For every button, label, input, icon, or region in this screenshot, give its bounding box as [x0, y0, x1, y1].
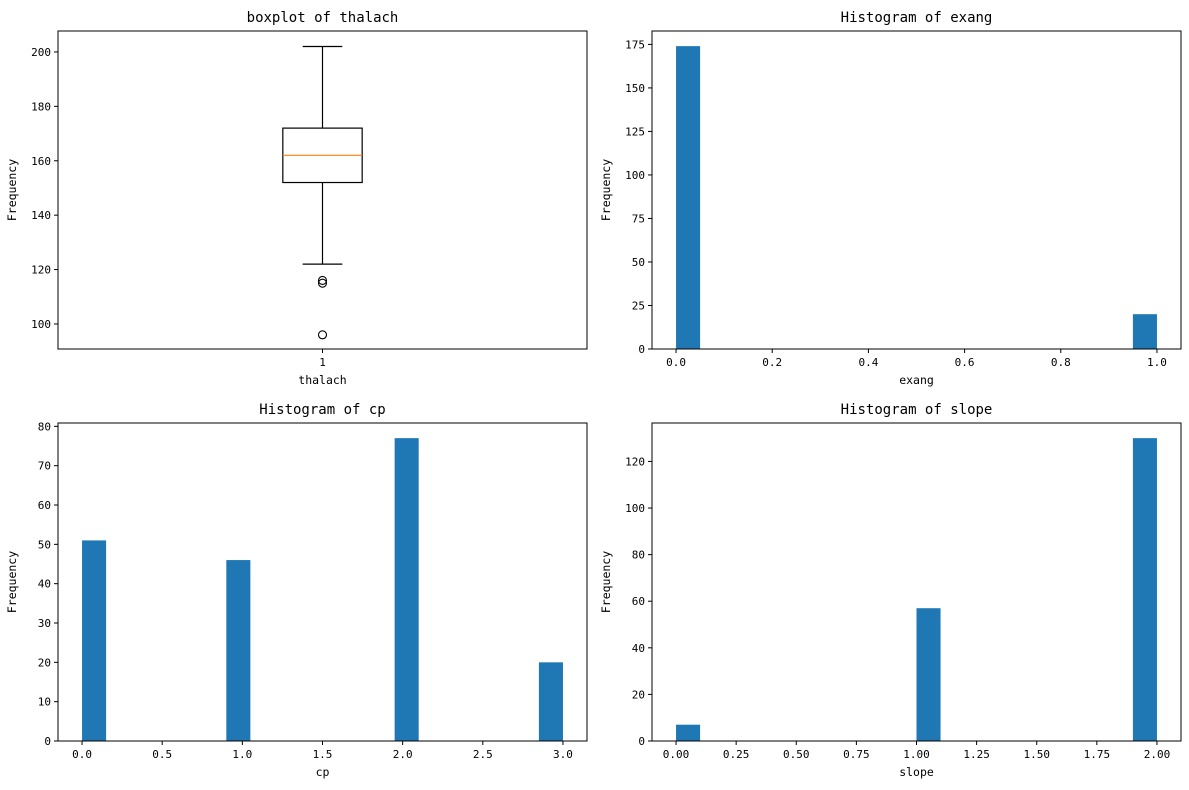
subplot-title: Histogram of exang	[841, 10, 993, 26]
x-axis-label: exang	[899, 373, 934, 387]
x-tick-label: 0.75	[843, 748, 870, 761]
y-tick-label: 100	[625, 502, 645, 515]
y-tick-label: 0	[44, 735, 51, 748]
x-tick-label: 1.5	[313, 748, 333, 761]
y-tick-label: 50	[38, 538, 51, 551]
x-axis-label: thalach	[298, 373, 346, 387]
y-tick-label: 0	[638, 735, 645, 748]
histogram-bar	[1132, 438, 1157, 741]
axes-frame	[651, 30, 1182, 350]
histogram-bar	[676, 46, 701, 350]
x-tick-label: 1.0	[232, 748, 252, 761]
axes-frame	[651, 422, 1182, 742]
x-tick-label: 0.0	[72, 748, 92, 761]
y-tick-label: 100	[625, 169, 645, 182]
histogram-bar	[916, 608, 941, 741]
subplot-2: Histogram of exang 0 25 50 75 100 125 150 175 Fre…	[599, 10, 1182, 387]
subplot-4: Histogram of slope 0 20 40 60 80 100 120 Frequen…	[599, 402, 1182, 779]
subplot-title: Histogram of slope	[841, 402, 993, 418]
x-tick-label: 3.0	[553, 748, 573, 761]
y-tick-label: 40	[632, 642, 645, 655]
x-tick-label: 1.25	[963, 748, 990, 761]
x-axis-label: slope	[899, 765, 934, 779]
y-tick-label: 200	[31, 46, 51, 59]
y-tick-label: 120	[31, 264, 51, 277]
y-tick-label: 25	[632, 299, 645, 312]
histogram-bar	[1132, 314, 1157, 349]
x-tick-label: 0.2	[762, 356, 782, 369]
x-tick-label: 0.4	[858, 356, 878, 369]
x-tick-label: 2.5	[473, 748, 493, 761]
y-axis-label: Frequency	[5, 551, 19, 613]
x-tick-label: 1	[319, 356, 326, 369]
subplot-3: Histogram of cp 0 10 20 30 40 50 60 70 80 Frequenc…	[5, 402, 588, 779]
y-tick-label: 180	[31, 100, 51, 113]
y-tick-label: 20	[38, 656, 51, 669]
y-tick-label: 80	[38, 420, 51, 433]
histogram-bar	[82, 540, 107, 741]
y-axis-label: Frequency	[5, 159, 19, 221]
subplot-title: boxplot of thalach	[247, 10, 399, 26]
histogram-bar	[538, 662, 563, 741]
x-tick-label: 0.8	[1051, 356, 1071, 369]
axes-frame	[57, 422, 588, 742]
x-tick-label: 1.50	[1023, 748, 1050, 761]
y-tick-label: 0	[638, 343, 645, 356]
y-tick-label: 10	[38, 696, 51, 709]
y-tick-label: 40	[38, 578, 51, 591]
y-tick-label: 20	[632, 688, 645, 701]
x-tick-label: 0.25	[723, 748, 750, 761]
x-tick-label: 0.6	[955, 356, 975, 369]
y-tick-label: 175	[625, 38, 645, 51]
x-tick-label: 1.00	[903, 748, 930, 761]
y-tick-label: 50	[632, 256, 645, 269]
x-tick-label: 2.0	[393, 748, 413, 761]
subplot-title: Histogram of cp	[259, 402, 385, 418]
y-tick-label: 80	[632, 549, 645, 562]
y-tick-label: 60	[38, 499, 51, 512]
x-tick-label: 2.00	[1144, 748, 1171, 761]
histogram-bar	[226, 560, 251, 741]
histogram-bar	[394, 438, 419, 741]
x-tick-label: 0.0	[666, 356, 686, 369]
y-tick-label: 120	[625, 455, 645, 468]
outlier-point	[317, 275, 328, 285]
y-tick-label: 70	[38, 460, 51, 473]
subplot-1: boxplot of thalach 100 120 140 160 180 200 Freq…	[5, 10, 588, 387]
x-tick-label: 1.0	[1147, 356, 1167, 369]
y-tick-label: 150	[625, 82, 645, 95]
x-axis-label: cp	[316, 765, 330, 779]
outlier-point	[317, 330, 328, 340]
x-tick-label: 0.00	[663, 748, 690, 761]
outlier-point	[317, 278, 328, 288]
x-tick-label: 0.5	[152, 748, 172, 761]
x-tick-label: 1.75	[1084, 748, 1111, 761]
y-tick-label: 30	[38, 617, 51, 630]
y-tick-label: 60	[632, 595, 645, 608]
y-axis-label: Frequency	[599, 159, 613, 221]
axes-frame	[57, 30, 588, 350]
y-tick-label: 125	[625, 125, 645, 138]
y-axis-label: Frequency	[599, 551, 613, 613]
y-tick-label: 100	[31, 318, 51, 331]
y-tick-label: 160	[31, 155, 51, 168]
x-tick-label: 0.50	[783, 748, 810, 761]
y-tick-label: 75	[632, 212, 645, 225]
y-tick-label: 140	[31, 209, 51, 222]
histogram-bar	[676, 724, 701, 741]
